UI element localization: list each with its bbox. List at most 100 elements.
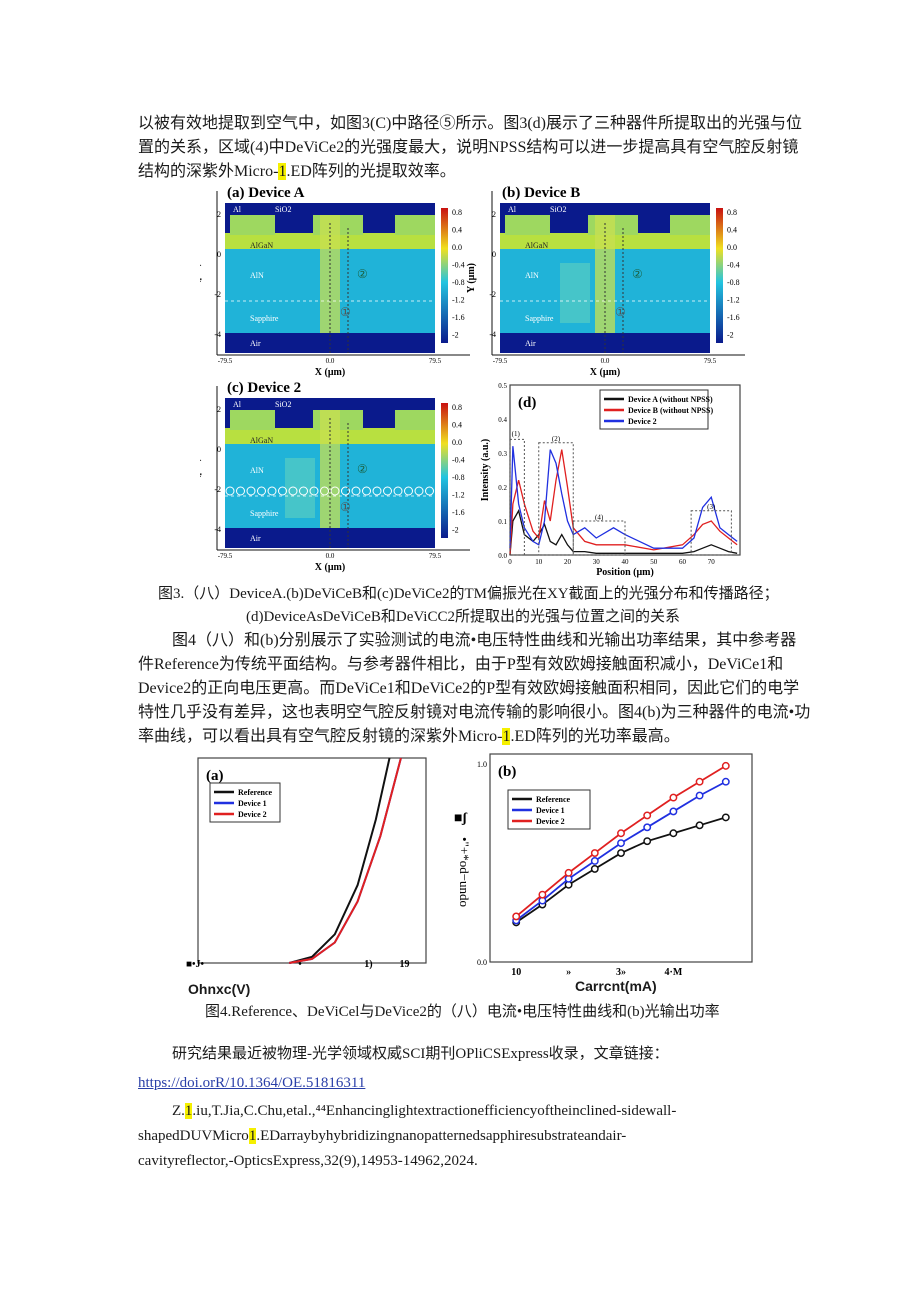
- nanopattern: [236, 486, 245, 496]
- region-label: (4): [595, 513, 604, 521]
- y-axis-label: Intensity (a.u.): [480, 439, 491, 502]
- x-tick: 60: [679, 558, 687, 566]
- legend: Device A (without NPSS) Device B (without…: [599, 389, 713, 430]
- data-point: [590, 864, 599, 873]
- y-tick: -2: [214, 290, 221, 299]
- light-column: [320, 215, 340, 333]
- y-tick: 0.2: [498, 484, 507, 492]
- colorbar-tick: -2: [452, 526, 459, 535]
- highlight: 1: [248, 1128, 257, 1144]
- highlight: 1: [502, 728, 511, 745]
- y-tick: 2: [217, 405, 221, 414]
- y-tick: -4: [214, 330, 221, 339]
- text: 结构的深紫外Micro-: [138, 163, 279, 180]
- data-point: [669, 807, 678, 816]
- mesa: [395, 215, 435, 235]
- path-marker: ②: [357, 462, 368, 476]
- x-tick: 1): [364, 959, 372, 970]
- colorbar-tick: -2: [727, 331, 734, 340]
- nanopattern: [362, 486, 371, 496]
- mesa: [230, 410, 275, 430]
- layer-label: SiO2: [550, 205, 566, 214]
- y-axis-mark: ■ʃ: [454, 811, 467, 826]
- legend-entry: Device 1: [536, 806, 565, 815]
- colorbar: [716, 208, 723, 343]
- legend-entry: Device A (without NPSS): [628, 395, 713, 404]
- legend: Reference Device 1 Device 2: [507, 789, 591, 830]
- y-axis-label: Y (μm): [200, 263, 202, 293]
- figure-3-caption: (d)DeviceAsDeViCeB和DeViCC2所提取出的光强与位置之间的关…: [246, 609, 680, 625]
- panel-title: (a) Device A: [227, 185, 305, 201]
- panel-label: (d): [518, 395, 536, 411]
- figure-4a: (a) Reference Device 1 Device 2 ■•J• • 1) 19: [186, 757, 427, 970]
- x-tick: -79.5: [218, 552, 233, 560]
- nanopattern: [351, 486, 361, 496]
- x-tick: 79.5: [429, 552, 442, 560]
- intro-line: 结构的深紫外Micro-1.ED阵列的光提取效率。: [138, 160, 456, 184]
- text: shapedDUVMicro: [138, 1128, 249, 1144]
- nanopattern: [309, 486, 319, 496]
- colorbar: [441, 208, 448, 343]
- mesa: [230, 215, 275, 235]
- x-tick: 0: [508, 558, 512, 566]
- y-axis-label: •"+*od−undo: [457, 837, 472, 907]
- y-tick: 0: [217, 250, 221, 259]
- layer-label: AlN: [250, 466, 264, 475]
- y-tick: 2: [217, 210, 221, 219]
- doi-link[interactable]: https://doi.orR/10.1364/OE.51816311: [138, 1075, 366, 1091]
- data-point: [617, 839, 625, 848]
- panel-title: (c) Device 2: [227, 380, 301, 396]
- text: .iu,T.Jia,C.Chu,etal.,⁴⁴Enhancinglightex…: [192, 1103, 677, 1119]
- colorbar-tick: 0.4: [452, 421, 462, 430]
- x-tick: 0.0: [601, 357, 610, 365]
- figure-4b-xlabel: Carrcnt(mA): [575, 978, 657, 994]
- legend-entry: Device 2: [238, 810, 267, 819]
- heatmap-panel: (b) Device B Al SiO2 AlGaN AlN Sapphire Air ① ② 0…: [466, 185, 745, 378]
- y-tick: 0.0: [477, 958, 487, 967]
- data-point: [643, 823, 652, 832]
- path-marker: ①: [340, 500, 351, 514]
- figure-3-caption: 图3.（八）DeviceA.(b)DeViCeB和(c)DeViCe2的TM偏振…: [158, 586, 779, 602]
- colorbar-tick: -1.6: [452, 313, 465, 322]
- region-box: [572, 520, 626, 556]
- y-tick: 0.4: [498, 416, 507, 424]
- data-point: [721, 813, 730, 822]
- colorbar-tick: 0.0: [727, 243, 737, 252]
- colorbar-tick: 0.4: [727, 226, 737, 235]
- text: Z.: [172, 1103, 185, 1119]
- region-box: [509, 438, 525, 556]
- data-point: [695, 821, 704, 830]
- data-point: [564, 868, 573, 877]
- y-tick: 0.3: [498, 450, 507, 458]
- path-marker: ②: [632, 267, 643, 281]
- data-point: [538, 890, 547, 899]
- nanopattern: [288, 486, 298, 496]
- highlight: 1: [184, 1103, 193, 1119]
- reference-line: shapedDUVMicro1.EDarraybyhybridizingnano…: [138, 1124, 626, 1148]
- path-marker: ①: [615, 305, 626, 319]
- legend-entry: Reference: [238, 788, 273, 797]
- layer-label: Sapphire: [250, 509, 279, 518]
- nanopattern: [320, 486, 329, 496]
- chart-d: (d) Device A (without NPSS) Device B (with…: [480, 382, 741, 578]
- figure-4b: (b) Reference Device 1 Device 2 1.0 0.0 10 » 3» 4…: [454, 753, 753, 978]
- nanopattern: [225, 486, 235, 496]
- x-tick: -79.5: [493, 357, 508, 365]
- panel-title: (b) Device B: [502, 185, 580, 201]
- nanopattern: [393, 486, 403, 496]
- path-marker: ①: [340, 305, 351, 319]
- x-tick: •: [298, 959, 302, 970]
- paragraph-line: 图4（八）和(b)分别展示了实验测试的电流•电压特性曲线和光输出功率结果，其中参…: [172, 632, 797, 649]
- intro-line: 以被有效地提取到空气中，如图3(C)中路径⑤所示。图3(d)展示了三种器件所提取…: [138, 115, 802, 132]
- layer-label: Al: [233, 400, 242, 409]
- x-tick: -79.5: [218, 357, 233, 365]
- region-label: (2): [552, 435, 561, 443]
- x-tick: 3»: [616, 967, 626, 978]
- y-tick: 0.1: [498, 518, 507, 526]
- colorbar-tick: -1.2: [452, 296, 465, 305]
- legend-entry: Reference: [536, 795, 571, 804]
- nanopattern: [425, 486, 434, 496]
- x-tick: 40: [622, 558, 630, 566]
- nanopattern: [372, 486, 382, 496]
